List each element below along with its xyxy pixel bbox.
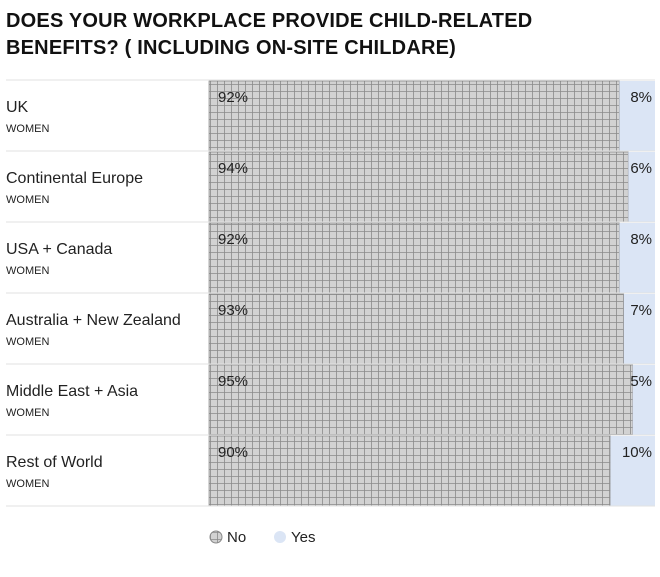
legend-label: No: [227, 529, 246, 546]
category-sublabel: WOMEN: [6, 478, 49, 490]
category-sublabel: WOMEN: [6, 265, 49, 277]
value-label: 7%: [630, 302, 652, 319]
category-label: Australia + New Zealand: [6, 312, 181, 329]
category-label: UK: [6, 99, 29, 116]
value-label: 90%: [218, 444, 248, 461]
value-label: 92%: [218, 231, 248, 248]
category-sublabel: WOMEN: [6, 407, 49, 419]
bar-segment: [623, 294, 655, 364]
category-sublabel: WOMEN: [6, 194, 49, 206]
bar-segment: [610, 436, 655, 506]
category-label: Rest of World: [6, 454, 103, 471]
category-sublabel: WOMEN: [6, 123, 49, 135]
value-label: 8%: [630, 89, 652, 106]
value-label: 6%: [630, 160, 652, 177]
value-label: 92%: [218, 89, 248, 106]
chart-title: DOES YOUR WORKPLACE PROVIDE CHILD-RELATE…: [6, 10, 533, 59]
bar-segment: [208, 80, 620, 152]
bar-segment: [208, 151, 629, 223]
legend-swatch: [274, 531, 286, 543]
category-label: Middle East + Asia: [6, 383, 138, 400]
value-label: 94%: [218, 160, 248, 177]
bar-segment: [619, 81, 655, 151]
bar-segment: [208, 293, 625, 365]
value-label: 5%: [630, 373, 652, 390]
legend-swatch: [209, 530, 223, 544]
bar-segment: [208, 222, 620, 294]
value-label: 10%: [622, 444, 652, 461]
bar-segment: [208, 435, 611, 507]
category-label: USA + Canada: [6, 241, 112, 258]
bar-segment: [619, 223, 655, 293]
value-label: 8%: [630, 231, 652, 248]
category-sublabel: WOMEN: [6, 336, 49, 348]
bar-segment: [632, 365, 655, 435]
bar-segment: [628, 152, 655, 222]
category-label: Continental Europe: [6, 170, 143, 187]
value-label: 95%: [218, 373, 248, 390]
value-label: 93%: [218, 302, 248, 319]
bar-segment: [208, 364, 634, 436]
legend-label: Yes: [291, 529, 315, 546]
